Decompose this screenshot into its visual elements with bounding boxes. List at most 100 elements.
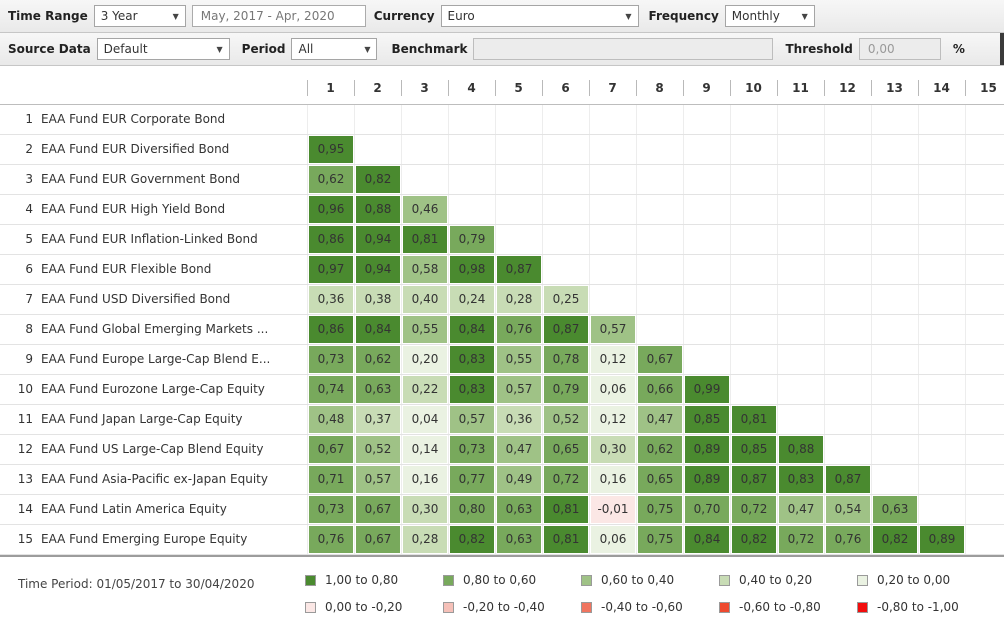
correlation-value: 0,06 <box>591 526 635 553</box>
matrix-cell: 0,71 <box>307 465 354 494</box>
correlation-value: 0,83 <box>450 346 494 373</box>
correlation-value: 0,28 <box>403 526 447 553</box>
column-header: 13 <box>871 72 918 104</box>
correlation-value: 0,22 <box>403 376 447 403</box>
matrix-cell <box>495 225 542 254</box>
legend-label: -0,60 to -0,80 <box>739 600 821 614</box>
matrix-cell <box>965 255 1004 284</box>
correlation-value: 0,57 <box>591 316 635 343</box>
currency-select[interactable]: Euro ▼ <box>440 5 639 27</box>
matrix-cell: 0,16 <box>401 465 448 494</box>
matrix-cell <box>636 315 683 344</box>
legend-entry: 1,00 to 0,80 <box>305 573 398 587</box>
matrix-cell <box>824 285 871 314</box>
matrix-cell: 0,62 <box>636 435 683 464</box>
table-row: 3 EAA Fund EUR Government Bond 0,62 0,82 <box>0 165 1004 195</box>
correlation-value: 0,87 <box>826 466 870 493</box>
correlation-value: 0,76 <box>497 316 541 343</box>
matrix-cell <box>730 345 777 374</box>
correlation-value: 0,12 <box>591 406 635 433</box>
correlation-value: 0,76 <box>826 526 870 553</box>
correlation-value: 0,83 <box>779 466 823 493</box>
matrix-cell: 0,94 <box>354 225 401 254</box>
matrix-cell <box>542 135 589 164</box>
matrix-cell <box>683 315 730 344</box>
matrix-cell <box>824 435 871 464</box>
matrix-cell: 0,83 <box>448 375 495 404</box>
row-number: 15 <box>17 532 33 546</box>
source-data-select[interactable]: Default ▼ <box>96 38 230 60</box>
fund-name: EAA Fund USD Diversified Bond <box>41 292 231 306</box>
date-range-input[interactable] <box>191 5 366 27</box>
threshold-input[interactable] <box>858 38 941 60</box>
correlation-value: 0,20 <box>403 346 447 373</box>
matrix-cell <box>589 285 636 314</box>
matrix-cell: 0,63 <box>495 495 542 524</box>
correlation-value: 0,89 <box>685 436 729 463</box>
source-data-value: Default <box>103 42 148 56</box>
period-select[interactable]: All ▼ <box>291 38 378 60</box>
matrix-cell: 0,94 <box>354 255 401 284</box>
time-range-value: 3 Year <box>100 9 138 23</box>
matrix-cell: 0,70 <box>683 495 730 524</box>
correlation-value: 0,72 <box>779 526 823 553</box>
correlation-value: 0,57 <box>450 406 494 433</box>
table-row: 12 EAA Fund US Large-Cap Blend Equity 0,67… <box>0 435 1004 465</box>
matrix-cell: 0,77 <box>448 465 495 494</box>
matrix-cell <box>636 105 683 134</box>
correlation-value: 0,82 <box>450 526 494 553</box>
fund-name: EAA Fund EUR Flexible Bond <box>41 262 212 276</box>
matrix-cell: 0,63 <box>354 375 401 404</box>
matrix-cell <box>777 225 824 254</box>
matrix-cell: 0,55 <box>401 315 448 344</box>
correlation-value: 0,85 <box>732 436 776 463</box>
correlation-value: 0,47 <box>497 436 541 463</box>
matrix-cell <box>871 105 918 134</box>
correlation-value: 0,81 <box>544 526 588 553</box>
fund-name: EAA Fund US Large-Cap Blend Equity <box>41 442 264 456</box>
correlation-value: 0,86 <box>309 226 353 253</box>
table-row: 6 EAA Fund EUR Flexible Bond 0,97 0,94 0,58 0… <box>0 255 1004 285</box>
header-spacer <box>0 72 307 104</box>
correlation-value: 0,89 <box>920 526 964 553</box>
row-number: 1 <box>25 112 33 126</box>
matrix-cell: 0,89 <box>683 465 730 494</box>
correlation-value: 0,49 <box>497 466 541 493</box>
correlation-value: 0,75 <box>638 496 682 523</box>
matrix-cell: 0,20 <box>401 345 448 374</box>
correlation-value: 0,77 <box>450 466 494 493</box>
correlation-value: 0,58 <box>403 256 447 283</box>
fund-name: EAA Fund Latin America Equity <box>41 502 227 516</box>
row-number: 4 <box>25 202 33 216</box>
table-row: 11 EAA Fund Japan Large-Cap Equity 0,48 0,3… <box>0 405 1004 435</box>
matrix-cell: 0,82 <box>354 165 401 194</box>
correlation-value: 0,85 <box>685 406 729 433</box>
matrix-cell: 0,82 <box>871 525 918 554</box>
column-header: 9 <box>683 72 730 104</box>
table-row: 9 EAA Fund Europe Large-Cap Blend E... 0,7… <box>0 345 1004 375</box>
correlation-value: 0,25 <box>544 286 588 313</box>
legend-entry: -0,20 to -0,40 <box>443 600 545 614</box>
matrix-cell <box>777 195 824 224</box>
matrix-cell <box>824 165 871 194</box>
matrix-cell: 0,12 <box>589 405 636 434</box>
scrollbar[interactable] <box>1000 33 1004 65</box>
time-range-select[interactable]: 3 Year ▼ <box>93 5 186 27</box>
correlation-value: 0,83 <box>450 376 494 403</box>
frequency-select[interactable]: Monthly ▼ <box>724 5 815 27</box>
correlation-value: 0,65 <box>638 466 682 493</box>
matrix-cell <box>636 285 683 314</box>
correlation-value: 0,82 <box>732 526 776 553</box>
correlation-value: 0,63 <box>873 496 917 523</box>
matrix-bottom-border <box>0 555 1004 557</box>
matrix-cell: 0,36 <box>495 405 542 434</box>
correlation-value: 0,16 <box>403 466 447 493</box>
correlation-value: 0,78 <box>544 346 588 373</box>
matrix-cell <box>683 225 730 254</box>
matrix-cell <box>777 375 824 404</box>
benchmark-input[interactable] <box>473 38 774 60</box>
matrix-cell: 0,87 <box>730 465 777 494</box>
matrix-cell: 0,81 <box>730 405 777 434</box>
matrix-cell: 0,57 <box>589 315 636 344</box>
row-number: 14 <box>17 502 33 516</box>
